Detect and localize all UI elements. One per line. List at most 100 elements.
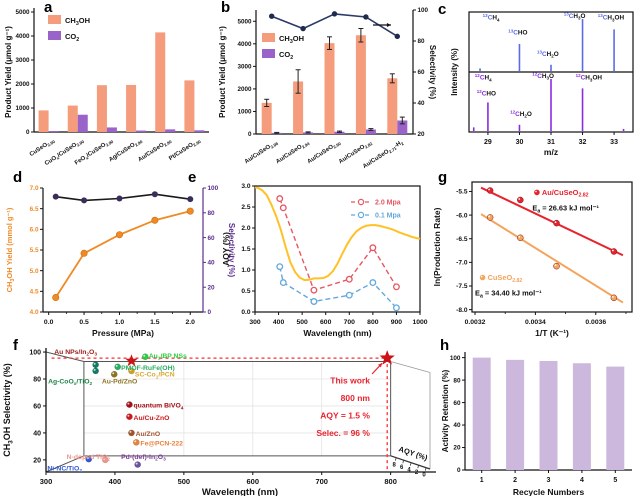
svg-text:5.5: 5.5 <box>30 247 39 254</box>
svg-text:600: 600 <box>247 477 260 486</box>
svg-text:Ea = 26.63 kJ mol⁻¹: Ea = 26.63 kJ mol⁻¹ <box>532 203 599 214</box>
svg-text:2: 2 <box>415 470 419 476</box>
svg-text:2.5: 2.5 <box>241 204 250 211</box>
svg-text:20: 20 <box>33 457 41 464</box>
svg-text:500: 500 <box>296 319 308 326</box>
svg-text:60: 60 <box>453 400 461 407</box>
svg-text:Au/Cu-ZnO: Au/Cu-ZnO <box>134 415 170 422</box>
svg-text:Intensity (%): Intensity (%) <box>450 48 459 96</box>
svg-text:Au NPs/In2O3: Au NPs/In2O3 <box>54 349 97 358</box>
svg-text:Pd-(def)-In2O3: Pd-(def)-In2O3 <box>121 454 166 463</box>
svg-text:2000: 2000 <box>237 86 252 93</box>
svg-text:Au/CuSeO2.90: Au/CuSeO2.90 <box>307 139 343 165</box>
svg-text:Au/ZnO: Au/ZnO <box>136 431 161 438</box>
svg-text:CH3OH: CH3OH <box>279 34 304 45</box>
svg-text:Ni-NC/TiO2: Ni-NC/TiO2 <box>47 465 82 474</box>
svg-text:400: 400 <box>109 477 122 486</box>
svg-text:6.5: 6.5 <box>30 206 39 213</box>
svg-text:100: 100 <box>29 349 41 356</box>
svg-text:Selectivity (%): Selectivity (%) <box>428 45 437 100</box>
panel-letter-f: f <box>13 337 18 354</box>
svg-text:33: 33 <box>610 139 618 146</box>
svg-text:Au/CuSeO2.82: Au/CuSeO2.82 <box>542 188 589 199</box>
svg-text:4: 4 <box>407 468 411 474</box>
svg-text:Activity Retention (%): Activity Retention (%) <box>441 369 450 452</box>
svg-text:0.5: 0.5 <box>241 288 250 295</box>
svg-text:CH3OH Selectivity (%): CH3OH Selectivity (%) <box>2 363 14 457</box>
svg-text:4.0: 4.0 <box>30 309 39 316</box>
svg-text:0.0034: 0.0034 <box>525 319 546 326</box>
svg-text:1: 1 <box>480 477 484 484</box>
svg-text:0.0032: 0.0032 <box>465 319 486 326</box>
panel-letter-a: a <box>44 0 53 16</box>
svg-text:3.0: 3.0 <box>241 183 250 190</box>
svg-text:m/z: m/z <box>544 147 558 157</box>
svg-text:20: 20 <box>418 131 426 138</box>
svg-text:13CHO: 13CHO <box>508 28 527 36</box>
svg-text:This work: This work <box>330 375 370 385</box>
svg-text:Wavelength (nm): Wavelength (nm) <box>202 487 278 496</box>
svg-text:13CH3O: 13CH3O <box>564 11 586 20</box>
svg-text:Product Yield (μmol g⁻¹): Product Yield (μmol g⁻¹) <box>218 26 227 118</box>
svg-text:Wavelength (nm): Wavelength (nm) <box>303 328 371 338</box>
svg-text:6.0: 6.0 <box>30 227 39 234</box>
svg-text:Selec. = 96 %: Selec. = 96 % <box>316 428 370 438</box>
svg-text:40: 40 <box>208 260 216 267</box>
svg-text:AQY = 1.5 %: AQY = 1.5 % <box>320 410 370 420</box>
svg-text:13CH4: 13CH4 <box>483 13 500 22</box>
svg-text:0.5: 0.5 <box>79 319 89 326</box>
svg-text:1/T (K⁻¹): 1/T (K⁻¹) <box>535 328 569 338</box>
svg-text:100: 100 <box>418 7 429 14</box>
svg-text:Selectivity (%): Selectivity (%) <box>227 223 236 278</box>
svg-text:-5.5: -5.5 <box>456 189 468 196</box>
svg-text:-6.5: -6.5 <box>456 236 468 243</box>
svg-text:700: 700 <box>344 319 356 326</box>
svg-text:Ag-CoOx/TiO2: Ag-CoOx/TiO2 <box>48 378 92 387</box>
svg-text:AQY (%): AQY (%) <box>221 232 231 266</box>
svg-text:Recycle Numbers: Recycle Numbers <box>513 487 585 496</box>
chart-g: -5.5 -6.0 -6.5 -7.0 -7.5 -8.0 0.0032 0.0034 0.00… <box>432 181 633 338</box>
svg-text:1000: 1000 <box>237 109 252 116</box>
svg-text:4000: 4000 <box>237 41 252 48</box>
svg-text:700: 700 <box>315 477 328 486</box>
svg-text:0: 0 <box>422 473 426 479</box>
svg-text:0: 0 <box>26 129 30 136</box>
svg-text:CuSeO2.90: CuSeO2.90 <box>29 137 57 158</box>
svg-text:900: 900 <box>391 319 403 326</box>
chart-a: 0 1000 2000 3000 4000 5000 Product Yield (μmol… <box>4 8 209 167</box>
svg-text:0: 0 <box>208 309 212 316</box>
svg-text:80: 80 <box>453 377 461 384</box>
svg-text:-7.0: -7.0 <box>456 260 468 267</box>
svg-text:3: 3 <box>547 477 551 484</box>
svg-text:2.0: 2.0 <box>241 225 250 232</box>
svg-text:4.5: 4.5 <box>30 289 39 296</box>
svg-text:500: 500 <box>178 477 191 486</box>
svg-text:Pressure (MPa): Pressure (MPa) <box>92 328 154 338</box>
svg-text:12CH4: 12CH4 <box>475 73 492 82</box>
panel-letter-c: c <box>438 1 447 18</box>
svg-text:1.5: 1.5 <box>150 319 160 326</box>
svg-text:0.0036: 0.0036 <box>585 319 606 326</box>
svg-text:2: 2 <box>513 477 517 484</box>
svg-text:3000: 3000 <box>237 64 252 71</box>
svg-text:-6.0: -6.0 <box>456 212 468 219</box>
svg-text:40: 40 <box>33 430 41 437</box>
svg-text:-7.5: -7.5 <box>456 283 468 290</box>
svg-text:0: 0 <box>248 131 252 138</box>
svg-text:600: 600 <box>320 319 332 326</box>
svg-text:CO2: CO2 <box>279 50 293 61</box>
svg-text:Product Yield (μmol g⁻¹): Product Yield (μmol g⁻¹) <box>4 26 13 118</box>
svg-text:40: 40 <box>418 100 426 107</box>
svg-text:CuSeO2.82: CuSeO2.82 <box>488 273 523 284</box>
svg-text:12CHO: 12CHO <box>477 89 496 97</box>
chart-d: 4.0 4.5 5.0 5.5 6.0 6.5 7.0 0 20 40 60 80 100 0.0 0.5 1… <box>5 185 236 338</box>
chart-h: 0 20 40 60 80 100 1 2 3 4 5 Recycle Numbers Activity… <box>441 352 632 496</box>
svg-text:13CH2O: 13CH2O <box>537 50 559 59</box>
svg-text:31: 31 <box>547 139 555 146</box>
svg-text:29: 29 <box>484 139 492 146</box>
svg-text:300: 300 <box>249 319 261 326</box>
svg-text:80: 80 <box>33 376 41 383</box>
svg-text:1.0: 1.0 <box>115 319 125 326</box>
